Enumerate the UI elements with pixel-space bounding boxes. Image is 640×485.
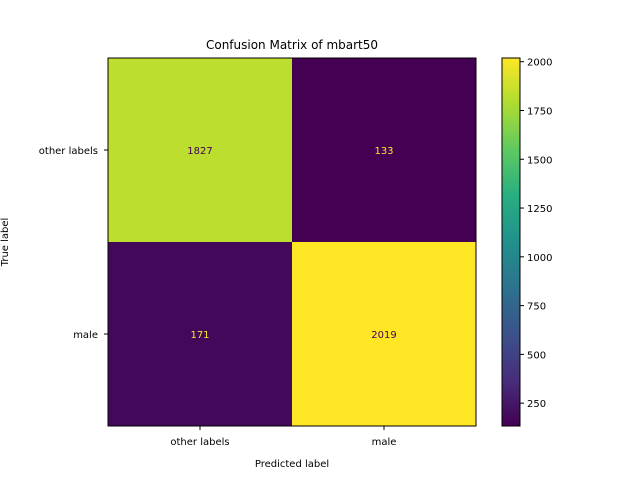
y-tick-label: other labels <box>39 146 98 157</box>
matrix-cell <box>108 58 292 242</box>
colorbar-tick-label: 250 <box>527 399 546 410</box>
y-tick-label: male <box>73 330 98 341</box>
matrix-cells <box>108 58 476 426</box>
plot-frame <box>107 57 477 427</box>
matrix-cell-value: 171 <box>190 330 209 341</box>
matrix-cell-value: 1827 <box>187 146 212 157</box>
x-tick-label: male <box>372 437 397 448</box>
y-axis-ticks: other labels male <box>39 146 108 341</box>
matrix-cell <box>292 58 476 242</box>
colorbar-tick-label: 500 <box>527 350 546 361</box>
chart-title: Confusion Matrix of mbart50 <box>206 38 378 52</box>
colorbar <box>501 57 521 427</box>
colorbar-tick-label: 1250 <box>527 204 552 215</box>
colorbar-ticks: 250 500 750 1000 1250 1500 1750 2000 <box>520 58 552 410</box>
colorbar-tick-label: 1750 <box>527 106 552 117</box>
colorbar-tick-label: 2000 <box>527 58 552 69</box>
matrix-cell <box>108 242 292 426</box>
x-axis-label: Predicted label <box>255 459 329 470</box>
colorbar-tick-label: 750 <box>527 302 546 313</box>
colorbar-tick-label: 1500 <box>527 155 552 166</box>
y-axis-label: True label <box>0 218 11 268</box>
colorbar-tick-label: 1000 <box>527 253 552 264</box>
matrix-cell-labels: 1827 133 171 2019 <box>187 146 396 341</box>
x-tick-label: other labels <box>170 437 229 448</box>
x-axis-ticks: other labels male <box>170 426 396 448</box>
matrix-cell-value: 2019 <box>371 330 396 341</box>
matrix-cell-value: 133 <box>374 146 393 157</box>
matrix-cell <box>292 242 476 426</box>
